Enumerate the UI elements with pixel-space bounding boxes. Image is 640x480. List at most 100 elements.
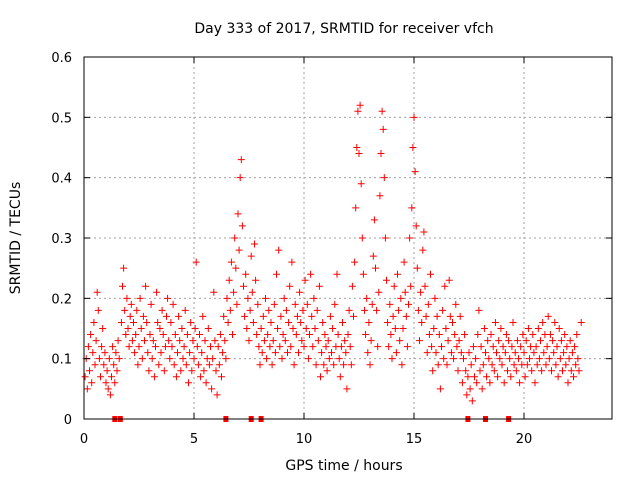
data-point [109, 343, 117, 351]
data-point [330, 361, 338, 369]
data-point [191, 325, 199, 332]
data-point [169, 300, 177, 308]
data-point [145, 367, 153, 375]
data-point [148, 355, 156, 363]
data-point [556, 355, 564, 363]
data-point [182, 361, 190, 369]
data-point [100, 361, 108, 369]
x-tick-label: 10 [296, 432, 313, 447]
data-point [574, 355, 582, 363]
data-point [359, 270, 367, 278]
data-point [436, 385, 444, 393]
data-point [494, 373, 502, 381]
data-point [383, 276, 390, 284]
data-point [434, 361, 442, 369]
data-point [366, 361, 374, 369]
data-point [408, 204, 416, 212]
data-point [302, 325, 310, 332]
data-point [487, 331, 495, 339]
data-point [374, 343, 382, 351]
data-point [154, 318, 162, 326]
data-point [149, 337, 157, 345]
data-point [242, 270, 250, 278]
data-point [246, 306, 254, 314]
data-point [214, 343, 222, 351]
data-point [464, 373, 472, 381]
data-point [299, 306, 307, 314]
data-point [396, 337, 404, 345]
data-point [91, 361, 99, 369]
data-point [379, 125, 387, 133]
data-point [510, 361, 518, 369]
data-point [155, 361, 163, 369]
data-point [205, 361, 213, 369]
data-point [285, 318, 293, 326]
data-point [438, 343, 445, 351]
data-point [186, 349, 194, 357]
data-point [322, 343, 330, 351]
data-point [564, 379, 572, 387]
y-tick-labels: 0 0.1 0.2 0.3 0.4 0.5 0.6 [51, 51, 72, 428]
data-point [282, 306, 290, 314]
data-point [388, 355, 396, 363]
data-point [363, 294, 371, 302]
data-point [369, 252, 377, 260]
data-point [224, 318, 232, 326]
data-point [153, 288, 161, 296]
data-point [521, 373, 529, 381]
data-point [550, 349, 558, 357]
data-point [111, 379, 119, 387]
data-point [168, 343, 176, 351]
data-point [103, 367, 111, 375]
data-point [443, 361, 451, 369]
data-point [209, 355, 217, 363]
data-point [263, 355, 271, 363]
data-point [101, 349, 109, 357]
data-point [267, 318, 275, 326]
data-point [384, 318, 392, 326]
data-point [499, 343, 507, 351]
data-point [132, 331, 140, 339]
data-point [219, 349, 227, 357]
data-point [138, 355, 146, 363]
data-point [375, 288, 383, 296]
data-point [296, 288, 304, 296]
data-point [196, 331, 203, 339]
data-point [247, 252, 255, 260]
data-point [259, 312, 267, 320]
data-point [484, 337, 492, 345]
data-point [113, 367, 121, 375]
data-point [270, 300, 278, 308]
data-point [241, 312, 249, 320]
data-point [497, 325, 505, 332]
data-point [197, 373, 205, 381]
data-point [161, 343, 169, 351]
data-point [387, 331, 395, 339]
data-point [180, 343, 188, 351]
x-tick-label: 5 [190, 432, 198, 447]
data-point [568, 349, 576, 357]
data-point [354, 107, 362, 115]
x-tick-label: 15 [406, 432, 423, 447]
data-point [230, 288, 238, 296]
data-point [483, 373, 491, 381]
data-point [280, 294, 288, 302]
data-point [159, 331, 167, 339]
data-point [520, 349, 528, 357]
data-point [357, 180, 365, 188]
data-point [171, 331, 179, 339]
data-point [142, 282, 150, 290]
data-point [539, 318, 547, 326]
data-point [493, 349, 500, 357]
data-point [122, 331, 130, 339]
data-point [378, 107, 386, 115]
data-point [234, 210, 242, 218]
data-point [480, 325, 488, 332]
data-point [431, 294, 439, 302]
data-point [362, 331, 370, 339]
data-point [215, 361, 223, 369]
data-point [386, 300, 394, 308]
data-point [496, 355, 504, 363]
data-point [249, 318, 257, 326]
data-point [511, 349, 519, 357]
